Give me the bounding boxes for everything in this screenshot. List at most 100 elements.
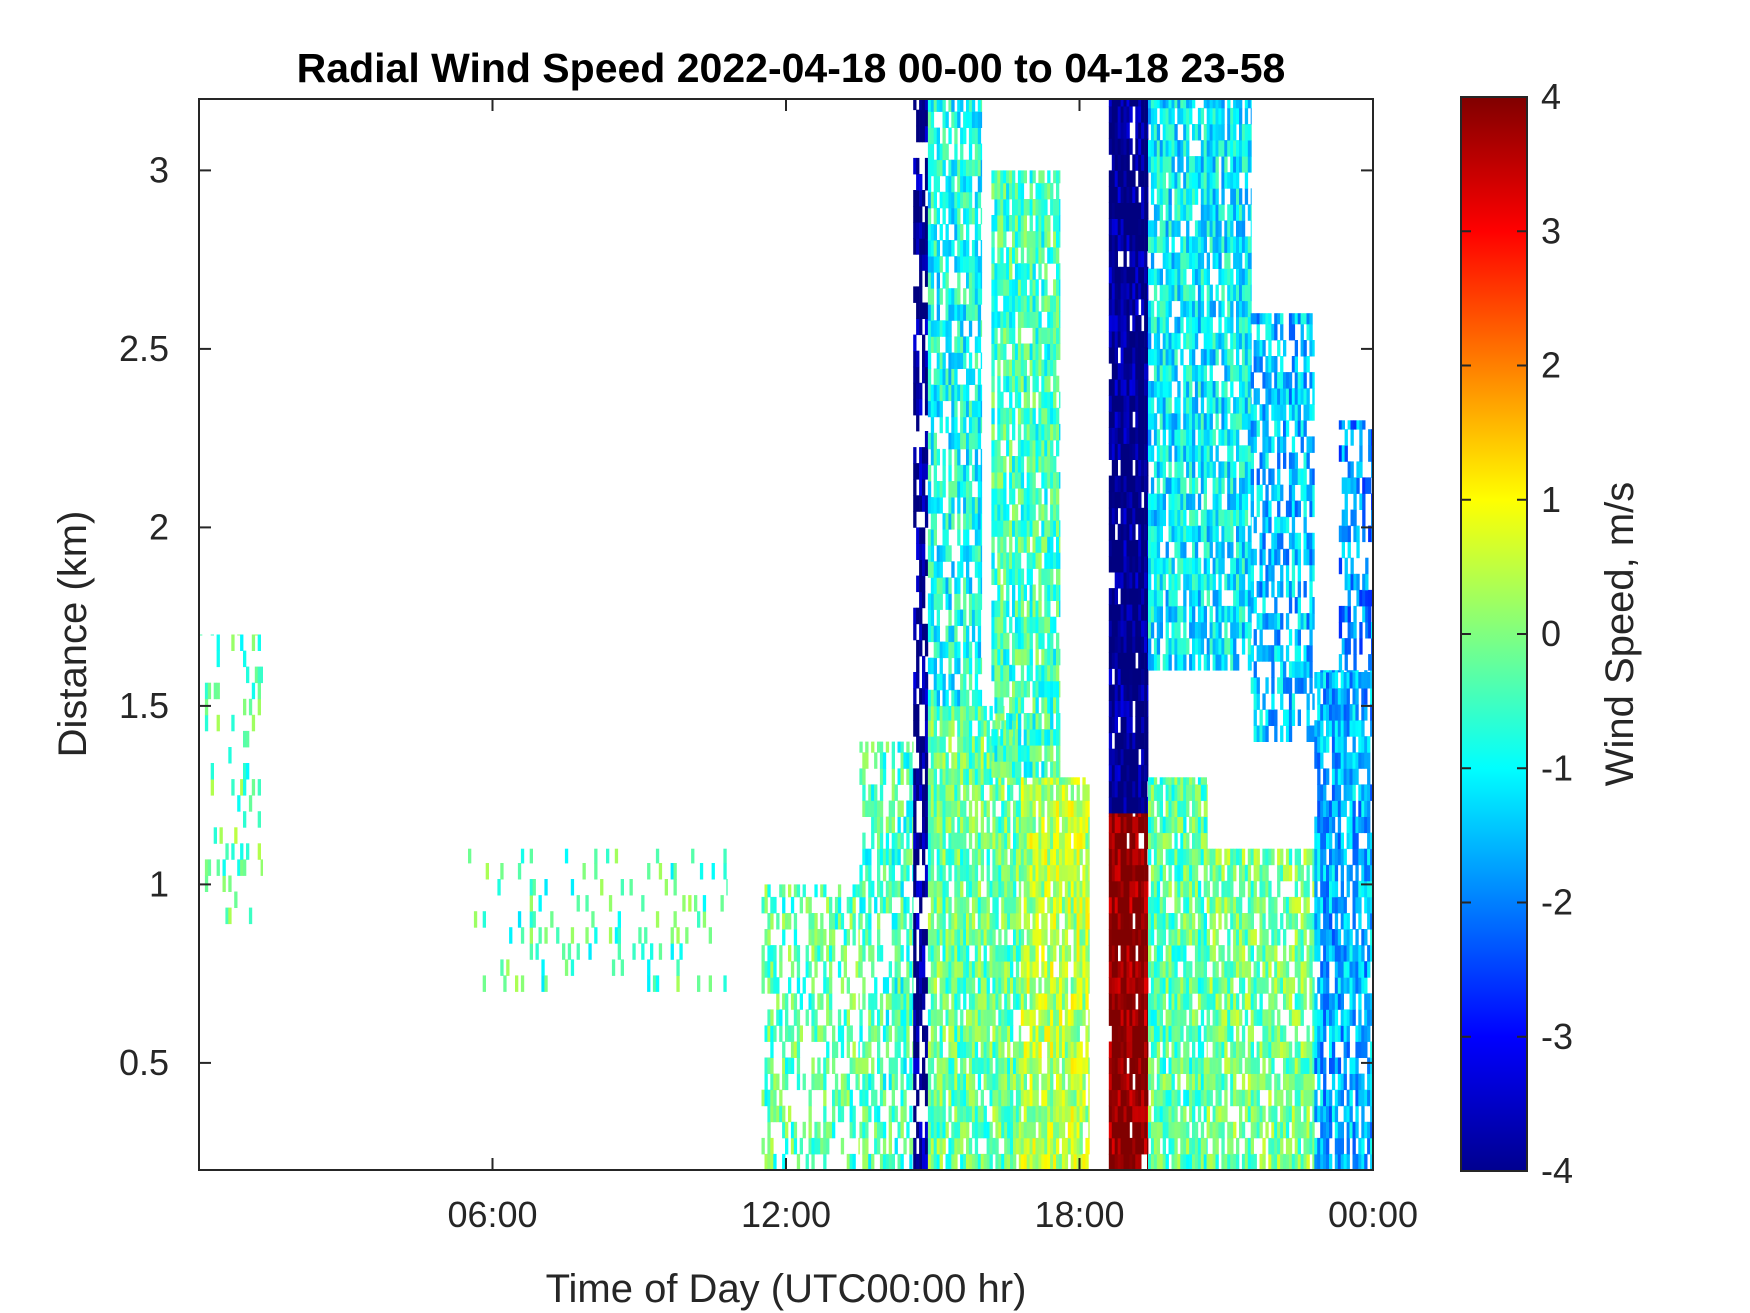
heatmap-cell — [1126, 331, 1130, 348]
heatmap-cell — [1141, 732, 1145, 750]
heatmap-cell — [930, 1105, 935, 1123]
heatmap-cell — [954, 1121, 958, 1139]
heatmap-cell — [1026, 1153, 1030, 1171]
heatmap-cell — [1144, 106, 1148, 123]
heatmap-cell — [1018, 993, 1022, 1010]
heatmap-cell — [906, 945, 910, 962]
heatmap-cell — [1059, 536, 1061, 553]
heatmap-cell — [1120, 1121, 1124, 1139]
heatmap-cell — [968, 1041, 973, 1058]
heatmap-cell — [948, 191, 952, 209]
heatmap-cell — [1156, 800, 1161, 817]
heatmap-cell — [939, 880, 943, 898]
heatmap-cell — [971, 896, 976, 914]
heatmap-cell — [939, 561, 943, 578]
heatmap-cell — [1162, 1137, 1166, 1155]
heatmap-cell — [1114, 684, 1118, 701]
heatmap-cell — [1067, 913, 1072, 930]
heatmap-cell — [1206, 1137, 1208, 1155]
heatmap-cell — [1038, 311, 1042, 328]
heatmap-cell — [1026, 977, 1030, 994]
heatmap-cell — [1144, 523, 1148, 541]
heatmap-cell — [858, 1137, 860, 1155]
heatmap-cell — [998, 961, 1002, 978]
heatmap-cell — [1023, 488, 1027, 505]
heatmap-cell — [1126, 122, 1130, 139]
heatmap-cell — [1006, 423, 1010, 441]
heatmap-cell — [1056, 600, 1060, 618]
heatmap-cell — [1111, 539, 1116, 557]
heatmap-cell — [871, 832, 875, 850]
heatmap-cell — [1014, 648, 1019, 666]
heatmap-cell — [1038, 504, 1042, 521]
heatmap-cell — [1088, 1137, 1090, 1155]
heatmap-cell — [897, 945, 901, 962]
heatmap-cell — [620, 959, 624, 976]
heatmap-cell — [1171, 1073, 1175, 1091]
heatmap-cell — [862, 1089, 866, 1107]
heatmap-cell — [1038, 784, 1042, 801]
heatmap-cell — [879, 832, 884, 850]
heatmap-cell — [1001, 864, 1005, 882]
heatmap-cell — [1015, 993, 1020, 1010]
heatmap-cell — [1180, 977, 1184, 994]
heatmap-cell — [997, 311, 1001, 328]
heatmap-cell — [1150, 800, 1155, 817]
heatmap-cell — [773, 961, 777, 978]
heatmap-cell — [924, 736, 929, 753]
heatmap-cell — [1174, 1137, 1178, 1155]
heatmap-cell — [939, 143, 943, 161]
heatmap-cell — [1076, 977, 1080, 994]
heatmap-cell — [1114, 1153, 1118, 1171]
heatmap-cell — [1020, 1041, 1025, 1058]
heatmap-cell — [933, 99, 937, 112]
heatmap-cell — [948, 945, 952, 962]
heatmap-cell — [1038, 848, 1042, 866]
heatmap-cell — [1148, 638, 1152, 655]
heatmap-cell — [529, 879, 533, 896]
heatmap-cell — [922, 688, 926, 705]
heatmap-cell — [837, 896, 842, 914]
heatmap-cell — [1194, 880, 1199, 898]
heatmap-cell — [1004, 864, 1008, 882]
heatmap-cell — [971, 1025, 976, 1042]
heatmap-cell — [930, 224, 935, 241]
heatmap-cell — [1108, 523, 1113, 541]
heatmap-cell — [1070, 1153, 1074, 1171]
heatmap-cell — [1050, 864, 1054, 882]
heatmap-cell — [1153, 654, 1158, 671]
heatmap-cell — [980, 736, 984, 753]
heatmap-cell — [790, 896, 795, 914]
heatmap-cell — [977, 191, 982, 209]
heatmap-cell — [1050, 729, 1054, 746]
heatmap-cell — [948, 288, 952, 305]
heatmap-cell — [1056, 800, 1060, 817]
heatmap-cell — [1147, 1073, 1149, 1091]
heatmap-cell — [919, 238, 923, 255]
heatmap-cell — [1050, 945, 1054, 962]
heatmap-cell — [1038, 993, 1042, 1010]
heatmap-cell — [974, 432, 979, 450]
heatmap-cell — [924, 109, 929, 127]
heatmap-cell — [1038, 488, 1042, 505]
heatmap-cell — [1120, 700, 1124, 717]
heatmap-cell — [968, 272, 973, 289]
heatmap-cell — [591, 911, 595, 928]
heatmap-cell — [913, 463, 917, 480]
heatmap-cell — [989, 880, 993, 898]
heatmap-cell — [767, 1057, 771, 1074]
heatmap-cell — [776, 977, 780, 994]
heatmap-cell — [1123, 507, 1127, 525]
heatmap-cell — [1114, 588, 1118, 605]
heatmap-cell — [1203, 1073, 1207, 1091]
heatmap-cell — [1120, 170, 1124, 187]
heatmap-cell — [1138, 929, 1142, 946]
heatmap-cell — [1123, 315, 1127, 332]
heatmap-cell — [1148, 961, 1152, 978]
heatmap-cell — [939, 864, 943, 882]
heatmap-cell — [1000, 407, 1004, 425]
heatmap-cell — [939, 384, 943, 402]
heatmap-cell — [1053, 848, 1057, 866]
heatmap-cell — [1153, 381, 1158, 398]
heatmap-cell — [1150, 1153, 1155, 1171]
